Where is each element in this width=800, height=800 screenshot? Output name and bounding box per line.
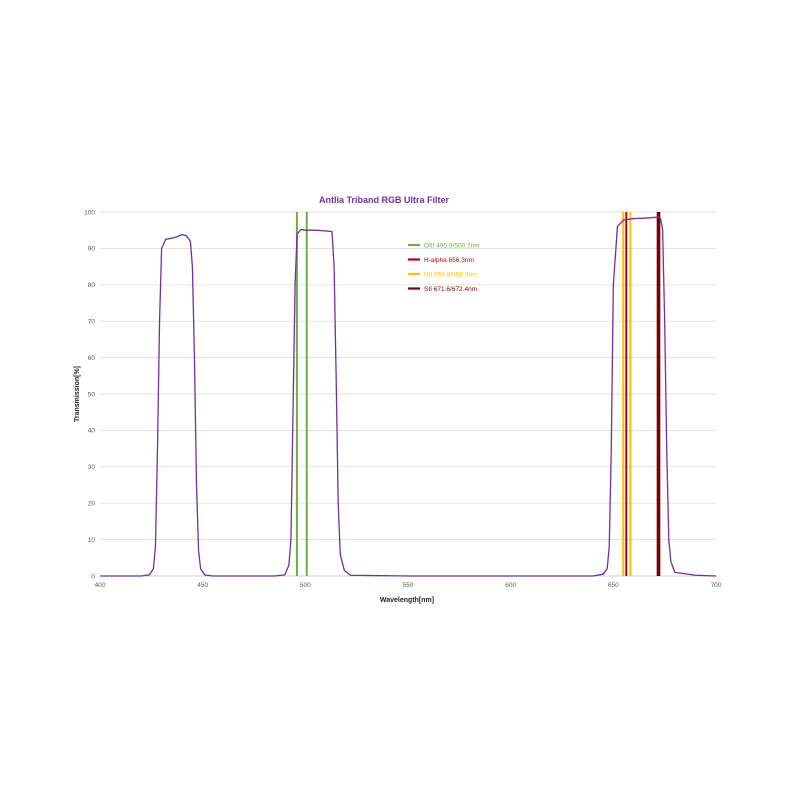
y-tick-label: 0	[91, 573, 95, 580]
transmission-line	[100, 216, 717, 577]
gridlines	[100, 211, 716, 577]
x-tick-label: 500	[300, 582, 311, 589]
y-tick-label: 10	[88, 537, 96, 544]
y-tick-label: 100	[84, 209, 95, 216]
x-tick-labels: 400 450 500 550 600 650 700	[95, 582, 722, 589]
legend-label: NII 654.8/658.3nm	[424, 271, 477, 278]
legend: OIII 495.9/500.7nm H-alpha 656.3nm NII 654…	[408, 242, 480, 293]
y-tick-label: 50	[88, 391, 96, 398]
legend-label: SII 671.6/672.4nm	[424, 286, 477, 293]
legend-label: OIII 495.9/500.7nm	[424, 242, 480, 249]
y-tick-label: 80	[88, 282, 96, 289]
chart-title: Antlia Triband RGB Ultra Filter	[319, 195, 450, 205]
y-tick-label: 90	[88, 246, 96, 253]
y-tick-label: 20	[88, 501, 96, 508]
y-tick-label: 30	[88, 464, 96, 471]
emission-reference-lines	[295, 212, 661, 576]
y-tick-label: 70	[88, 319, 96, 326]
x-tick-label: 400	[95, 582, 106, 589]
x-tick-label: 700	[711, 582, 722, 589]
x-tick-label: 550	[403, 582, 414, 589]
y-tick-label: 60	[88, 355, 96, 362]
legend-label: H-alpha 656.3nm	[424, 257, 474, 264]
y-tick-labels: 0 10 20 30 40 50 60 70 80 90 100	[84, 209, 95, 580]
x-tick-label: 600	[505, 582, 516, 589]
x-axis-title: Wavelength[nm]	[380, 597, 434, 604]
y-tick-label: 40	[88, 428, 96, 435]
y-axis-title: Transmission[%]	[74, 366, 81, 422]
x-tick-label: 650	[608, 582, 619, 589]
transmission-curve	[100, 216, 717, 577]
x-tick-label: 450	[197, 582, 208, 589]
